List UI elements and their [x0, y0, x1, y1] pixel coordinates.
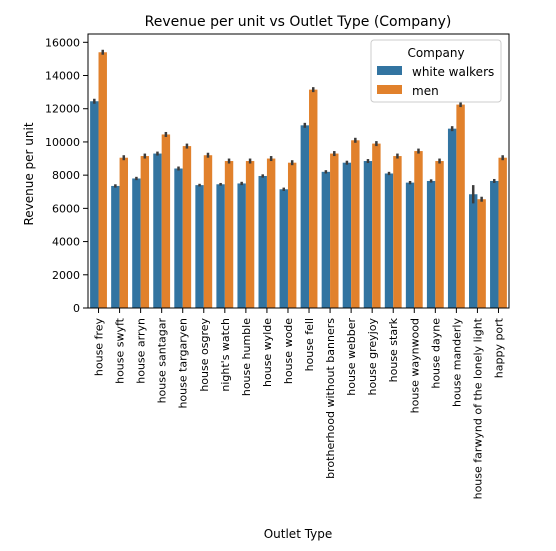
axes-frame [87, 33, 510, 309]
legend-swatch-men [377, 85, 402, 94]
bar [245, 161, 255, 308]
bar [195, 185, 204, 308]
y-tick-label: 14000 [45, 70, 80, 83]
x-tick-label: house osgrey [198, 318, 211, 392]
y-tick-label: 12000 [45, 103, 80, 116]
bar [384, 173, 394, 308]
bar [490, 180, 499, 308]
bar [363, 161, 373, 308]
bar [435, 161, 444, 308]
bar [203, 155, 213, 308]
bar [216, 184, 225, 308]
bar [393, 156, 402, 308]
x-tick-label: house waynwood [408, 318, 421, 413]
y-tick-label: 4000 [52, 236, 80, 249]
x-tick-label: house humble [240, 318, 253, 396]
x-tick-label: house arryn [135, 318, 148, 384]
bar [321, 171, 331, 308]
x-tick-label: house fell [303, 318, 316, 371]
bar [132, 178, 141, 308]
bar [330, 153, 339, 308]
bar [300, 125, 310, 308]
bar [469, 194, 478, 308]
y-tick-label: 6000 [52, 202, 80, 215]
bar [224, 161, 234, 308]
y-tick-label: 8000 [52, 169, 80, 182]
bar [140, 156, 150, 308]
legend-swatch-white-walkers [377, 66, 402, 75]
bar [119, 157, 128, 308]
chart-title: Revenue per unit vs Outlet Type (Company… [145, 14, 452, 30]
legend-frame [370, 39, 502, 103]
legend-label-white-walkers: white walkers [412, 65, 494, 79]
plot-area: 0 2000 4000 6000 8000 10000 12000 14000 16000 hou… [45, 33, 510, 499]
bar [372, 143, 381, 308]
bar [477, 199, 486, 308]
legend-title: Company [407, 46, 464, 60]
bar [90, 101, 99, 308]
bar [266, 158, 276, 308]
bar [426, 180, 436, 308]
x-tick-label: house webber [345, 318, 358, 396]
x-tick-label: house dayne [429, 318, 442, 389]
legend: Company white walkers men [370, 39, 502, 103]
x-tick-label: house manderly [450, 318, 463, 407]
bar [237, 183, 246, 308]
x-tick-label: house wylde [261, 318, 274, 387]
bar [182, 146, 192, 308]
x-tick-label: house swyft [114, 317, 127, 384]
x-tick-label: house frey [93, 318, 106, 377]
x-tick-label: house targaryen [177, 318, 190, 409]
x-tick-label: house santagar [156, 318, 169, 404]
x-tick-label: house greyjoy [366, 318, 379, 396]
bar [174, 168, 183, 308]
x-tick-label: house farwynd of the lonely light [471, 317, 484, 499]
bar [287, 162, 297, 308]
bar [498, 157, 507, 308]
bar [279, 189, 288, 308]
bar [153, 153, 162, 308]
bar [258, 175, 267, 308]
bar [414, 151, 423, 308]
y-tick-label: 2000 [52, 269, 80, 282]
bar [447, 128, 457, 308]
y-tick-label: 0 [73, 302, 80, 315]
bar [351, 140, 360, 308]
x-tick-label: house stark [387, 317, 400, 382]
bar [309, 89, 318, 308]
y-tick-label: 10000 [45, 136, 80, 149]
bar [111, 185, 120, 308]
y-tick-label: 16000 [45, 36, 80, 49]
bar [98, 52, 107, 309]
bar [342, 162, 352, 308]
x-tick-label: happy port [492, 317, 505, 378]
legend-label-men: men [412, 84, 439, 98]
bar [161, 134, 171, 308]
y-axis-label: Revenue per unit [22, 122, 36, 225]
bar [405, 182, 415, 308]
x-axis-label: Outlet Type [264, 527, 333, 541]
x-tick-label: brotherhood without banners [324, 318, 337, 479]
x-tick-label: night's watch [219, 318, 232, 392]
x-tick-label: house wode [282, 318, 295, 384]
bar [456, 104, 465, 308]
